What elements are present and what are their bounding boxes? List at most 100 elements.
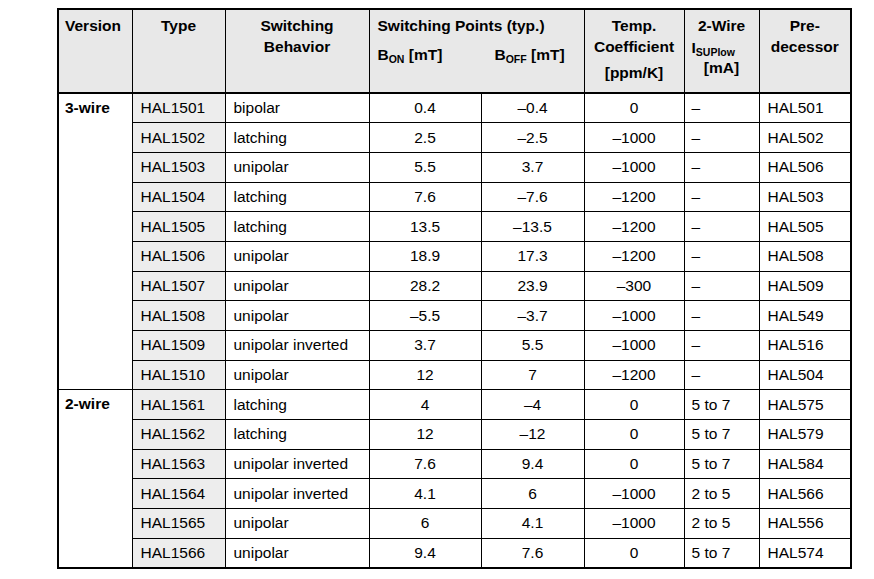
cell-boff: 23.9 (481, 271, 584, 301)
cell-boff: –2.5 (481, 123, 584, 153)
cell-boff: –0.4 (481, 93, 584, 123)
cell-pre: HAL509 (759, 271, 851, 301)
cell-pre: HAL584 (759, 449, 851, 479)
cell-behavior: latching (225, 212, 369, 242)
cell-pre: HAL503 (759, 182, 851, 212)
cell-type: HAL1561 (132, 390, 225, 420)
cell-type: HAL1505 (132, 212, 225, 242)
cell-wire: 5 to 7 (684, 390, 759, 420)
cell-boff: –4 (481, 390, 584, 420)
cell-behavior: latching (225, 390, 369, 420)
cell-pre: HAL506 (759, 152, 851, 182)
cell-pre: HAL574 (759, 538, 851, 568)
cell-bon: 6 (369, 509, 481, 539)
cell-wire: 2 to 5 (684, 479, 759, 509)
cell-wire: – (684, 331, 759, 361)
table-row: HAL1562latching12–1205 to 7HAL579 (58, 420, 851, 450)
cell-pre: HAL508 (759, 241, 851, 271)
table-row: HAL1566unipolar9.47.605 to 7HAL574 (58, 538, 851, 568)
cell-bon: 3.7 (369, 331, 481, 361)
cell-temp: –1000 (584, 152, 684, 182)
header-row: Version Type Switching Behavior Switchin… (58, 9, 851, 93)
cell-boff: –12 (481, 420, 584, 450)
temp-coefficient-unit: [ppm/K] (587, 62, 682, 83)
cell-type: HAL1509 (132, 331, 225, 361)
cell-boff: 17.3 (481, 241, 584, 271)
cell-pre: HAL504 (759, 360, 851, 390)
col-header-version: Version (58, 9, 132, 93)
cell-pre: HAL549 (759, 301, 851, 331)
cell-behavior: unipolar (225, 509, 369, 539)
bon-unit: [mT] (404, 46, 442, 63)
cell-bon: 28.2 (369, 271, 481, 301)
cell-temp: –1000 (584, 123, 684, 153)
temp-coefficient-label: Temp. Coefficient (587, 15, 682, 57)
cell-wire: – (684, 152, 759, 182)
cell-temp: –1000 (584, 509, 684, 539)
col-header-2wire-isup: 2-Wire ISUPlow [mA] (684, 9, 759, 93)
col-header-bon: BON [mT] (370, 44, 481, 65)
table-body: 3-wireHAL1501bipolar0.4–0.40–HAL501HAL15… (58, 93, 851, 568)
cell-boff: –3.7 (481, 301, 584, 331)
cell-bon: 4 (369, 390, 481, 420)
cell-type: HAL1566 (132, 538, 225, 568)
cell-temp: –1200 (584, 241, 684, 271)
cell-temp: –1000 (584, 331, 684, 361)
cell-wire: – (684, 360, 759, 390)
cell-wire: 5 to 7 (684, 538, 759, 568)
table-row: HAL1509unipolar inverted3.75.5–1000–HAL5… (58, 331, 851, 361)
cell-type: HAL1564 (132, 479, 225, 509)
cell-pre: HAL579 (759, 420, 851, 450)
boff-symbol: B (495, 46, 506, 63)
table-row: HAL1508unipolar–5.5–3.7–1000–HAL549 (58, 301, 851, 331)
cell-boff: –7.6 (481, 182, 584, 212)
cell-type: HAL1562 (132, 420, 225, 450)
cell-behavior: unipolar inverted (225, 449, 369, 479)
col-header-switching-behavior: Switching Behavior (225, 9, 369, 93)
cell-bon: 5.5 (369, 152, 481, 182)
table-row: HAL1506unipolar18.917.3–1200–HAL508 (58, 241, 851, 271)
cell-type: HAL1510 (132, 360, 225, 390)
cell-behavior: unipolar (225, 538, 369, 568)
cell-temp: –1200 (584, 212, 684, 242)
cell-behavior: unipolar (225, 360, 369, 390)
cell-type: HAL1501 (132, 93, 225, 123)
cell-boff: 3.7 (481, 152, 584, 182)
cell-pre: HAL502 (759, 123, 851, 153)
cell-bon: 12 (369, 420, 481, 450)
version-group-label: 2-wire (58, 390, 132, 568)
cell-bon: 9.4 (369, 538, 481, 568)
boff-unit: [mT] (527, 46, 565, 63)
cell-behavior: latching (225, 420, 369, 450)
cell-bon: 18.9 (369, 241, 481, 271)
isuplow-symbol: ISUPlow (687, 37, 757, 58)
col-header-predecessor: Pre- decessor (759, 9, 851, 93)
cell-temp: –1200 (584, 360, 684, 390)
cell-pre: HAL501 (759, 93, 851, 123)
cell-boff: 7 (481, 360, 584, 390)
cell-behavior: unipolar (225, 152, 369, 182)
cell-temp: 0 (584, 93, 684, 123)
cell-wire: – (684, 241, 759, 271)
col-header-switching-points: Switching Points (typ.) BON [mT] BOFF [m… (369, 9, 584, 93)
table-row: HAL1507unipolar28.223.9–300–HAL509 (58, 271, 851, 301)
bon-symbol: B (378, 46, 389, 63)
table-row: HAL1510unipolar127–1200–HAL504 (58, 360, 851, 390)
cell-bon: 13.5 (369, 212, 481, 242)
cell-type: HAL1507 (132, 271, 225, 301)
cell-bon: 7.6 (369, 182, 481, 212)
cell-wire: – (684, 271, 759, 301)
cell-pre: HAL505 (759, 212, 851, 242)
cell-behavior: unipolar inverted (225, 331, 369, 361)
cell-type: HAL1502 (132, 123, 225, 153)
cell-temp: –300 (584, 271, 684, 301)
cell-bon: 2.5 (369, 123, 481, 153)
cell-behavior: latching (225, 123, 369, 153)
cell-wire: 2 to 5 (684, 509, 759, 539)
col-header-boff: BOFF [mT] (481, 44, 583, 65)
bon-subscript: ON (389, 53, 405, 65)
cell-bon: –5.5 (369, 301, 481, 331)
cell-wire: – (684, 212, 759, 242)
cell-temp: –1000 (584, 301, 684, 331)
sensor-spec-table-container: Version Type Switching Behavior Switchin… (57, 8, 852, 569)
